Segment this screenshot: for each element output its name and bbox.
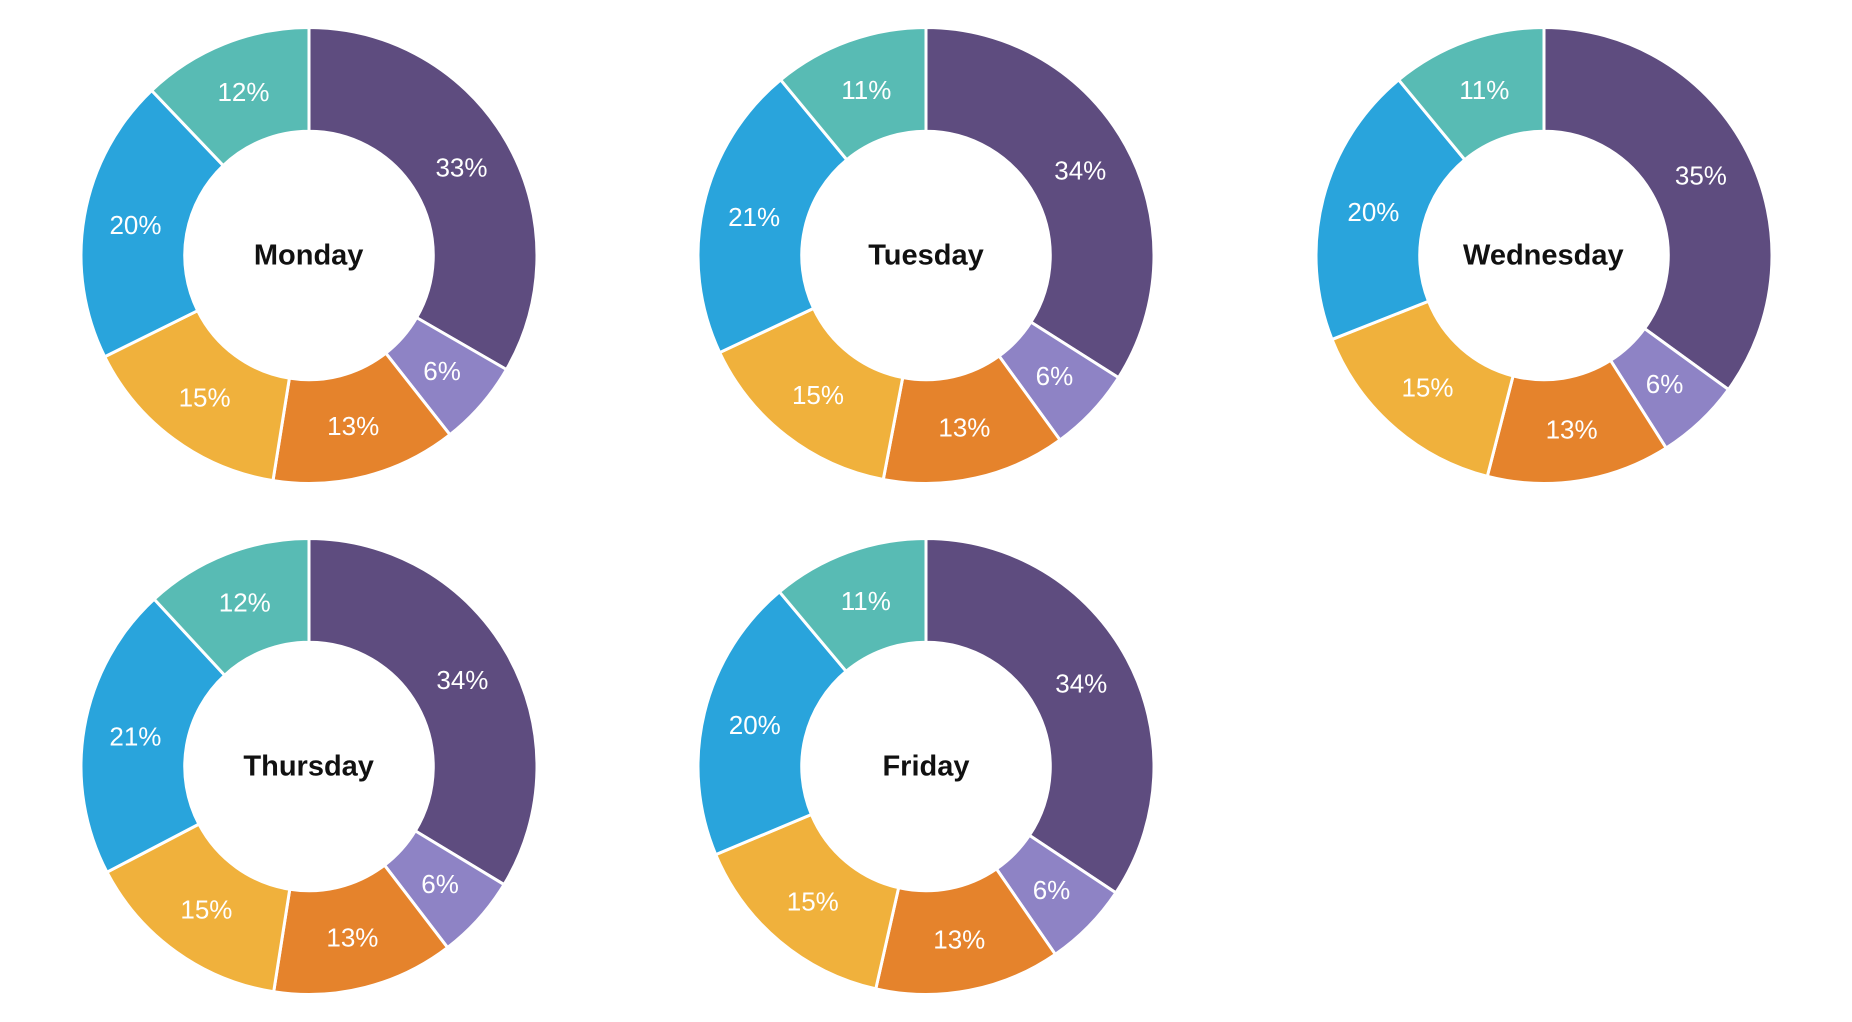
percent-label: 35% bbox=[1675, 161, 1727, 191]
percent-label: 13% bbox=[1545, 415, 1597, 445]
donut-slice-teal bbox=[150, 26, 311, 168]
donut-slice-blue bbox=[79, 88, 225, 359]
percent-label: 15% bbox=[792, 380, 844, 410]
donut-slice-dark-purple bbox=[1542, 26, 1774, 392]
percent-label: 13% bbox=[939, 413, 991, 443]
percent-label: 12% bbox=[219, 588, 271, 618]
wednesday-donut-svg: 35% 6% 13% 15% 20% 11% bbox=[1314, 26, 1774, 485]
percent-label: 15% bbox=[1401, 373, 1453, 403]
donut-slice-teal bbox=[1396, 26, 1546, 162]
percent-label: 34% bbox=[436, 665, 488, 695]
percent-label: 13% bbox=[326, 922, 378, 952]
donut-slice-amber bbox=[103, 309, 291, 483]
donut-slice-amber bbox=[1330, 299, 1515, 478]
percent-label: 34% bbox=[1056, 668, 1108, 698]
donut-chart-monday: 33% 6% 13% 15% 20% 12% Monday bbox=[0, 0, 617, 511]
percent-label: 6% bbox=[1645, 369, 1683, 399]
percent-label: 15% bbox=[180, 895, 232, 925]
percent-label: 11% bbox=[1459, 75, 1509, 105]
donut-slice-amber bbox=[718, 306, 905, 481]
empty-cell bbox=[1235, 511, 1852, 1022]
percent-label: 6% bbox=[423, 356, 461, 386]
percent-label: 12% bbox=[217, 77, 269, 107]
donut-chart-friday: 34% 6% 13% 15% 20% 11% Friday bbox=[617, 511, 1234, 1022]
donut-slice-blue bbox=[79, 597, 227, 874]
percent-label: 6% bbox=[1036, 361, 1074, 391]
percent-label: 13% bbox=[327, 411, 379, 441]
donut-slice-teal bbox=[779, 26, 928, 162]
donut-slice-dark-purple bbox=[924, 537, 1156, 895]
donut-slice-blue bbox=[696, 78, 849, 355]
percent-label: 20% bbox=[1347, 197, 1399, 227]
donut-slice-blue bbox=[1314, 78, 1466, 341]
percent-label: 20% bbox=[729, 710, 781, 740]
percent-label: 15% bbox=[787, 887, 839, 917]
donut-slice-dark-purple bbox=[307, 537, 539, 887]
percent-label: 21% bbox=[728, 202, 780, 232]
donut-chart-wednesday: 35% 6% 13% 15% 20% 11% Wednesday bbox=[1235, 0, 1852, 511]
donut-slice-teal bbox=[778, 537, 928, 673]
donut-slice-teal bbox=[152, 537, 311, 677]
percent-label: 20% bbox=[109, 210, 161, 240]
percent-label: 34% bbox=[1055, 156, 1107, 186]
donut-slice-dark-purple bbox=[307, 26, 539, 371]
percent-label: 33% bbox=[435, 153, 487, 183]
percent-label: 6% bbox=[421, 869, 459, 899]
donut-chart-tuesday: 34% 6% 13% 15% 21% 11% Tuesday bbox=[617, 0, 1234, 511]
percent-label: 13% bbox=[934, 925, 986, 955]
thursday-donut-svg: 34% 6% 13% 15% 21% 12% bbox=[79, 537, 539, 996]
percent-label: 11% bbox=[841, 586, 891, 616]
tuesday-donut-svg: 34% 6% 13% 15% 21% 11% bbox=[696, 26, 1156, 485]
percent-label: 21% bbox=[109, 722, 161, 752]
percent-label: 11% bbox=[842, 75, 892, 105]
donut-slice-dark-purple bbox=[924, 26, 1156, 380]
donut-chart-thursday: 34% 6% 13% 15% 21% 12% Thursday bbox=[0, 511, 617, 1022]
donut-slice-amber bbox=[714, 813, 901, 991]
percent-label: 15% bbox=[179, 382, 231, 412]
friday-donut-svg: 34% 6% 13% 15% 20% 11% bbox=[696, 537, 1156, 997]
monday-donut-svg: 33% 6% 13% 15% 20% 12% bbox=[79, 26, 539, 485]
donut-slice-blue bbox=[696, 590, 848, 857]
percent-label: 6% bbox=[1033, 875, 1071, 905]
